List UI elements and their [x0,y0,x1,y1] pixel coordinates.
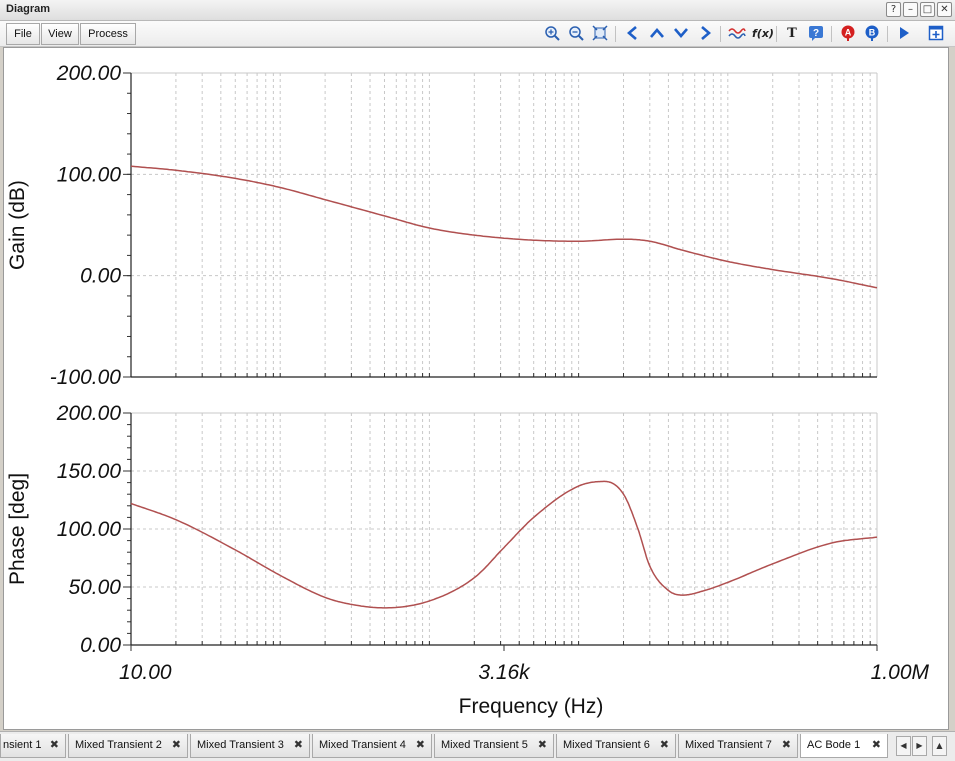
tab-label: Mixed Transient 2 [75,739,162,751]
tab-mixed-transient-5[interactable]: Mixed Transient 5 ✖ [434,734,554,758]
window-title: Diagram [6,3,51,15]
arrow-up-icon[interactable] [648,25,666,43]
plot-area [3,47,949,730]
tab-label: Mixed Transient 7 [685,739,772,751]
zoom-in-icon[interactable] [543,25,561,43]
svg-text:?: ? [813,28,819,39]
tab-label: AC Bode 1 [807,739,861,751]
tab-mixed-transient-4[interactable]: Mixed Transient 4 ✖ [312,734,432,758]
maximize-button[interactable]: □ [920,2,935,17]
toolbar-separator [887,26,888,42]
toolbar-separator [776,26,777,42]
tab-scroll-left-button[interactable]: ◀ [896,736,911,756]
tab-scroll-right-button[interactable]: ▶ [912,736,927,756]
svg-text:A: A [845,28,852,38]
help-button[interactable]: ? [886,2,901,17]
svg-text:B: B [869,28,876,38]
toolbar-separator [720,26,721,42]
tab-mixed-transient-3[interactable]: Mixed Transient 3 ✖ [190,734,310,758]
close-icon[interactable]: ✖ [537,738,547,751]
close-icon[interactable]: ✖ [293,738,303,751]
arrow-right-icon[interactable] [696,25,714,43]
tab-mixed-transient-6[interactable]: Mixed Transient 6 ✖ [556,734,676,758]
zoom-fit-icon[interactable] [591,25,609,43]
toolbar: File View Process f(x) T ? A B [0,21,955,47]
tab-mixed-transient-7[interactable]: Mixed Transient 7 ✖ [678,734,798,758]
toolbar-separator [615,26,616,42]
arrow-left-icon[interactable] [624,25,642,43]
close-icon[interactable]: ✖ [415,738,425,751]
process-menu[interactable]: Process [80,23,136,45]
waveform-icon[interactable] [728,25,746,43]
minimize-button[interactable]: – [903,2,918,17]
file-menu[interactable]: File [6,23,40,45]
toolbar-separator [831,26,832,42]
play-icon[interactable] [895,25,913,43]
tab-bar: nsient 1 ✖ Mixed Transient 2 ✖ Mixed Tra… [0,731,955,761]
zoom-out-icon[interactable] [567,25,585,43]
close-icon[interactable]: ✖ [49,738,59,751]
close-icon[interactable]: ✖ [871,738,881,751]
view-menu[interactable]: View [41,23,79,45]
close-icon[interactable]: ✖ [781,738,791,751]
close-button[interactable]: ✕ [937,2,952,17]
function-icon[interactable]: f(x) [752,27,774,40]
tab-ac-bode-1[interactable]: AC Bode 1 ✖ [800,734,888,758]
text-icon[interactable]: T [787,26,797,41]
tab-label: Mixed Transient 6 [563,739,650,751]
close-icon[interactable]: ✖ [171,738,181,751]
help-icon[interactable]: ? [807,25,825,43]
arrow-down-icon[interactable] [672,25,690,43]
tab-label: Mixed Transient 5 [441,739,528,751]
tab-label: Mixed Transient 4 [319,739,406,751]
title-bar: Diagram ? – □ ✕ [0,0,955,21]
tab-transient-1[interactable]: nsient 1 ✖ [0,734,66,758]
tab-mixed-transient-2[interactable]: Mixed Transient 2 ✖ [68,734,188,758]
cursor-a-icon[interactable]: A [839,25,857,43]
close-icon[interactable]: ✖ [659,738,669,751]
tab-label: nsient 1 [3,739,42,751]
new-window-icon[interactable] [927,25,945,43]
cursor-b-icon[interactable]: B [863,25,881,43]
tab-label: Mixed Transient 3 [197,739,284,751]
tab-list-button[interactable]: ▲ [932,736,947,756]
